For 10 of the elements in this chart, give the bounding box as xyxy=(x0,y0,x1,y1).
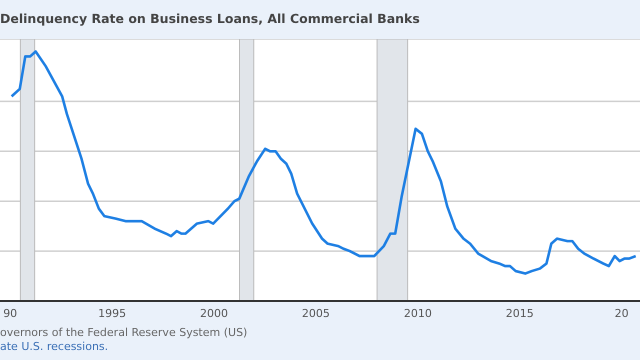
chart-title: Delinquency Rate on Business Loans, All Commercial Banks xyxy=(0,10,421,28)
x-tick-label: 2005 xyxy=(302,306,330,320)
text: ate U.S. recessions. xyxy=(0,340,110,354)
x-tick-label: 20 xyxy=(614,306,629,320)
x-tick-label: 1995 xyxy=(98,306,126,320)
x-tick-label: 2015 xyxy=(506,306,534,320)
text: overnors of the Federal Reserve System (US) xyxy=(0,326,248,340)
x-tick-label: 90 xyxy=(3,306,18,320)
x-tick-label: 2010 xyxy=(404,306,432,320)
x-tick-label: 2000 xyxy=(200,306,228,320)
